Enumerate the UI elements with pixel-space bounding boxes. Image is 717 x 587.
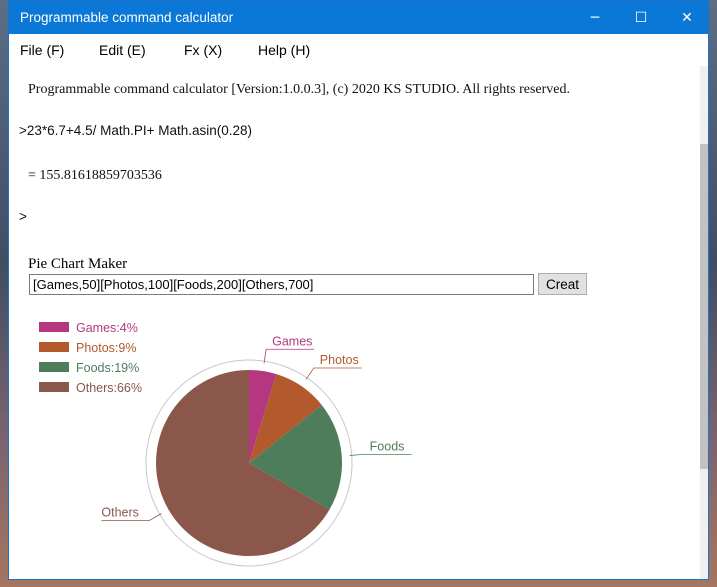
legend-label-foods: Foods:19%: [76, 361, 139, 375]
menu-help[interactable]: Help (H): [258, 42, 311, 58]
vertical-scrollbar[interactable]: [700, 66, 708, 579]
pie-label-games: Games: [272, 334, 312, 348]
pie-label-others: Others: [101, 506, 139, 520]
legend-swatch-others: [39, 382, 69, 392]
pie-outline: [145, 359, 353, 567]
menu-fx[interactable]: Fx (X): [184, 42, 223, 58]
close-button[interactable]: ✕: [664, 1, 708, 34]
pie-label-foods: Foods: [370, 439, 405, 453]
pie-maker-label: Pie Chart Maker: [28, 256, 128, 272]
menu-edit[interactable]: Edit (E): [99, 42, 146, 58]
creat-button[interactable]: Creat: [538, 273, 587, 295]
legend-label-games: Games:4%: [76, 321, 138, 335]
pie-slice-foods: [249, 405, 343, 510]
console-banner: Programmable command calculator [Version…: [28, 82, 570, 97]
legend-label-photos: Photos:9%: [76, 341, 136, 355]
pie-leader-photos: [305, 367, 362, 380]
menu-bar: File (F) Edit (E) Fx (X) Help (H): [9, 34, 708, 66]
console-command: >23*6.7+4.5/ Math.PI+ Math.asin(0.28): [19, 123, 253, 138]
window-title: Programmable command calculator: [20, 10, 234, 25]
pie-chart: Games:4% Photos:9% Foods:19% Others:66% Gam…: [39, 321, 412, 567]
pie-slice-games: [249, 370, 277, 463]
pie-slice-photos: [249, 374, 322, 463]
pie-label-photos: Photos: [320, 353, 359, 367]
legend-swatch-photos: [39, 342, 69, 352]
app-window: Programmable command calculator ─ ☐ ✕ Fi…: [8, 0, 709, 580]
menu-file[interactable]: File (F): [20, 42, 65, 58]
pie-leader-games: [263, 348, 315, 364]
pie-leader-others: [101, 513, 162, 521]
console-result: = 155.81618859703536: [28, 168, 162, 183]
title-bar[interactable]: Programmable command calculator ─ ☐ ✕: [9, 1, 708, 34]
pie-labels: Games Photos Foods Others: [101, 334, 412, 521]
legend-swatch-foods: [39, 362, 69, 372]
pie-data-input[interactable]: [29, 274, 534, 295]
console-prompt[interactable]: >: [19, 209, 27, 224]
legend-label-others: Others:66%: [76, 381, 142, 395]
close-icon: ✕: [681, 9, 693, 26]
maximize-button[interactable]: ☐: [618, 1, 664, 34]
minimize-icon: ─: [590, 9, 600, 26]
legend-swatch-games: [39, 322, 69, 332]
pie-leader-foods: [349, 454, 412, 456]
pie-slice-others: [156, 370, 330, 556]
chart-legend: Games:4% Photos:9% Foods:19% Others:66%: [39, 321, 142, 395]
scrollbar-thumb[interactable]: [700, 144, 708, 469]
maximize-icon: ☐: [634, 9, 648, 26]
minimize-button[interactable]: ─: [572, 1, 618, 34]
pie-slices: [156, 370, 343, 556]
